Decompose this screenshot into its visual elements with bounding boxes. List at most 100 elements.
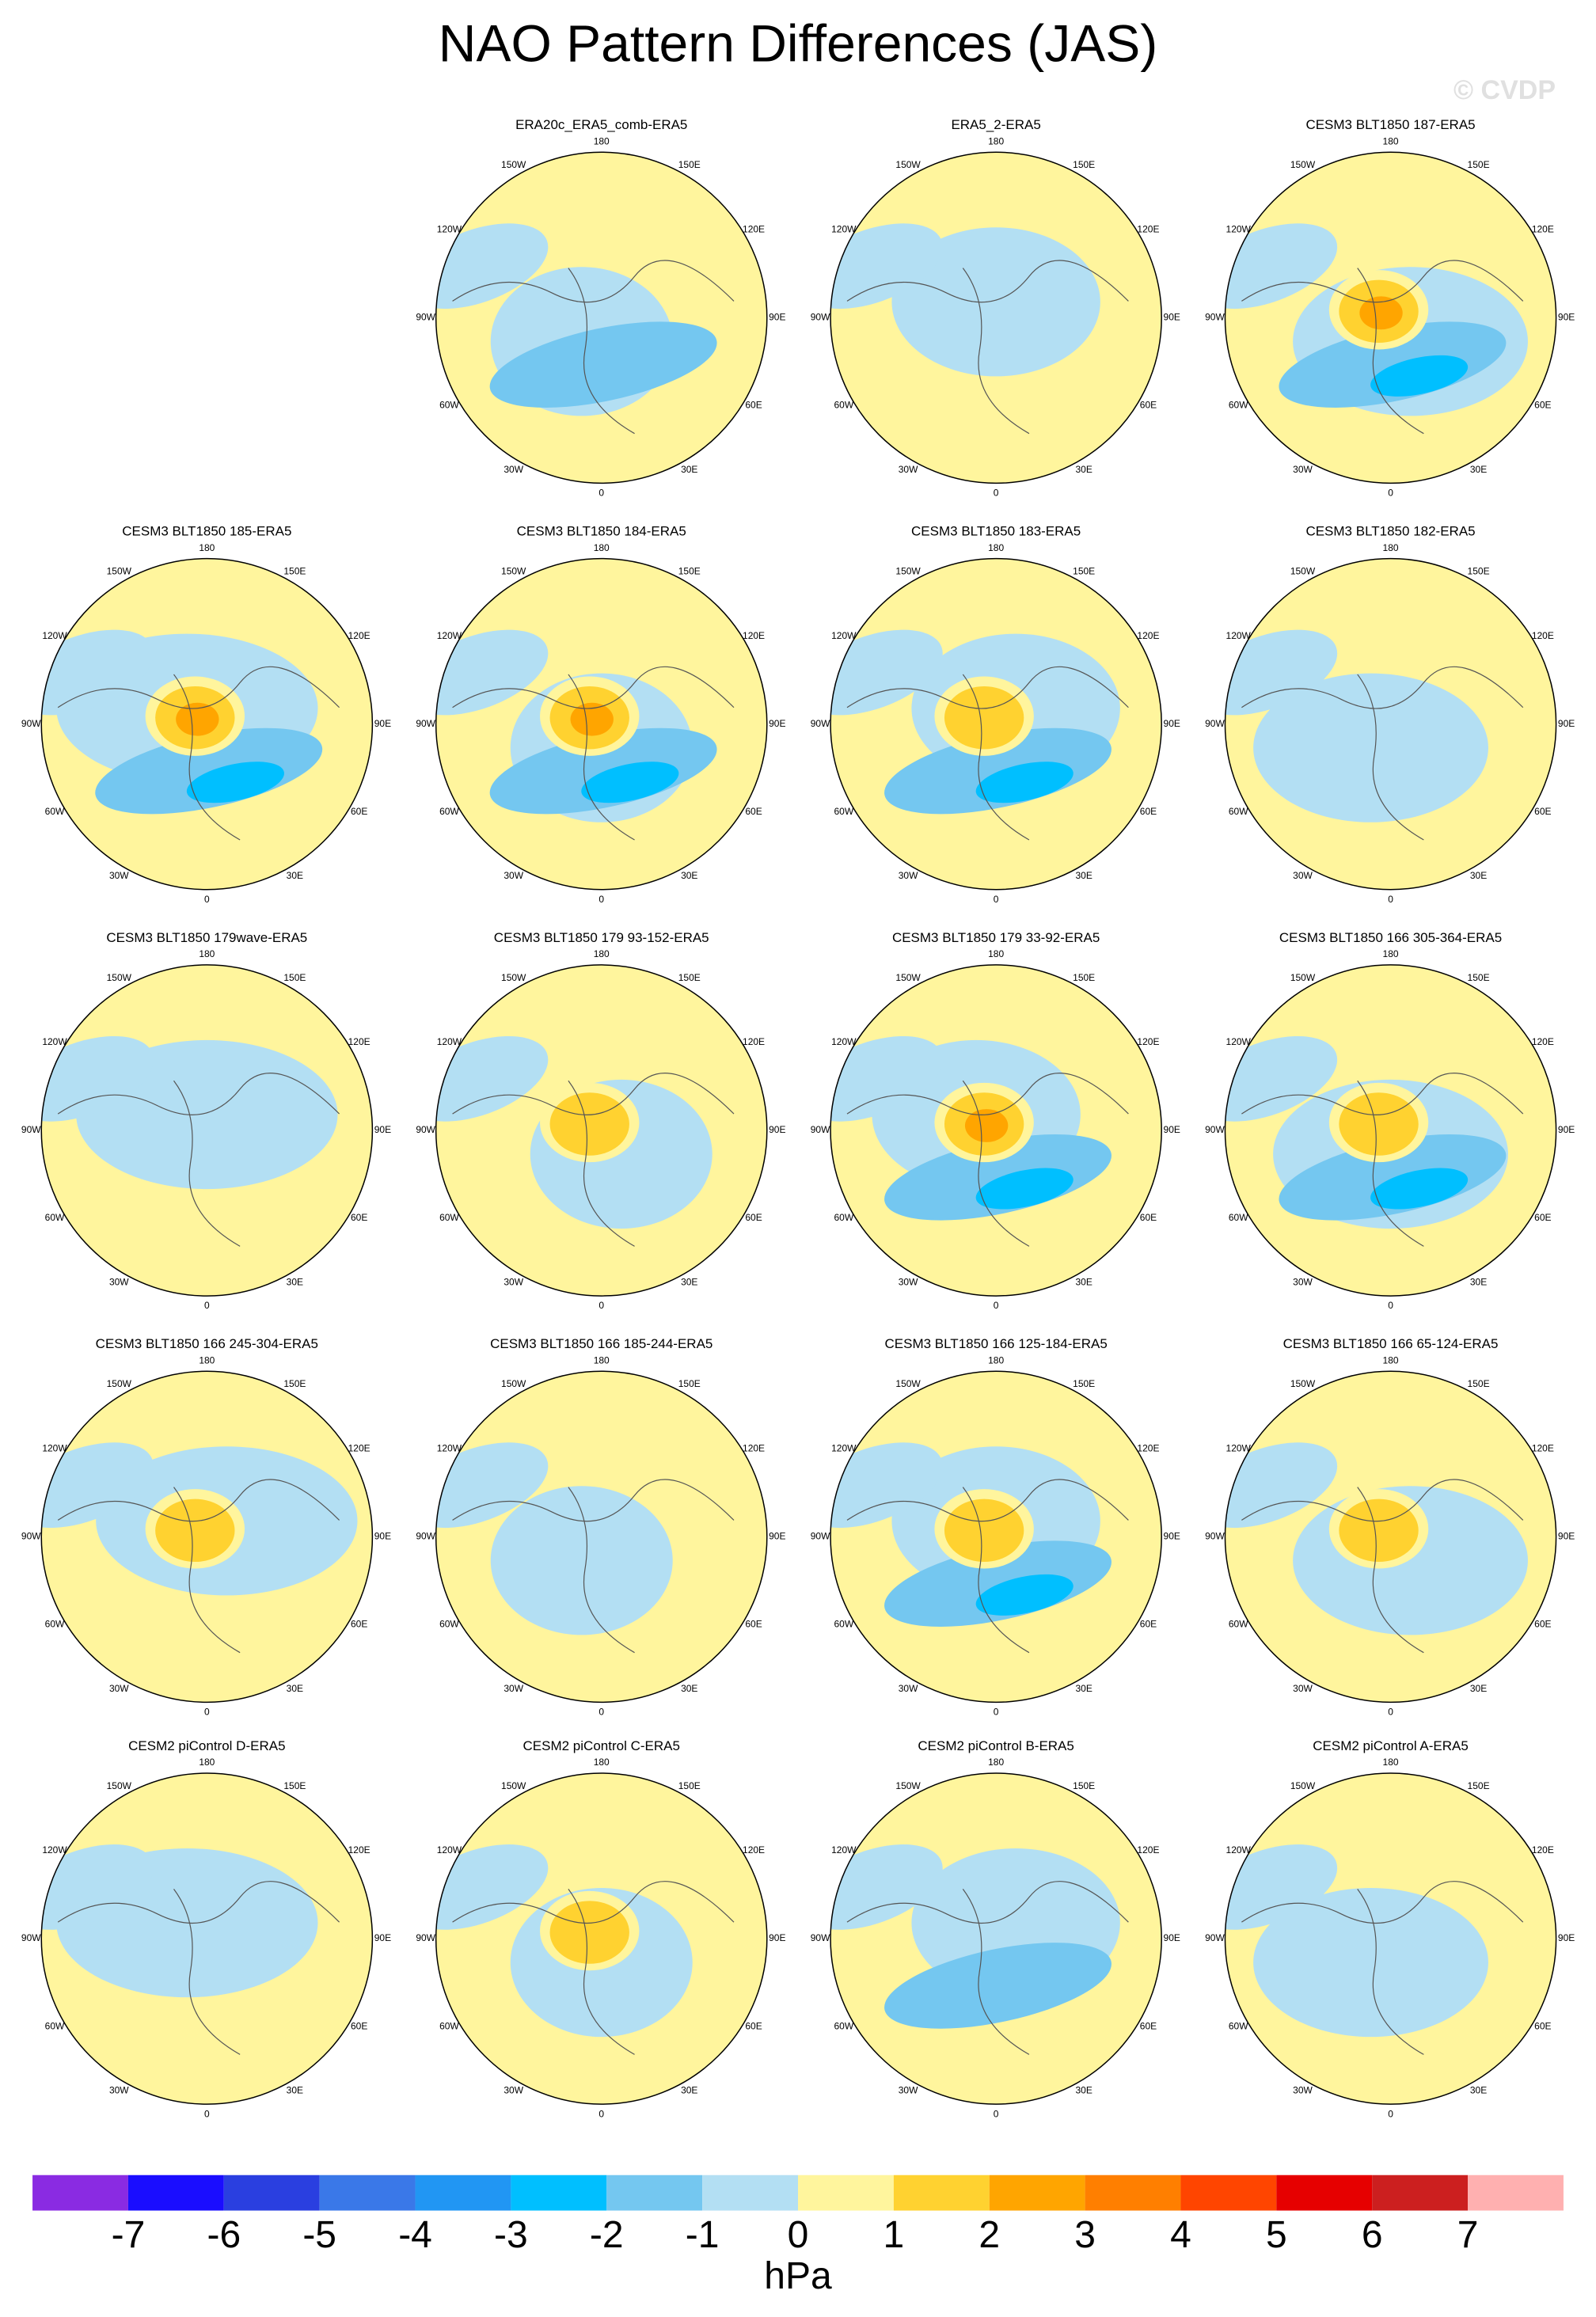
longitude-label: 120W xyxy=(42,1844,67,1855)
longitude-label: 30W xyxy=(899,2085,918,2096)
panel-title: CESM3 BLT1850 184-ERA5 xyxy=(517,523,686,538)
longitude-label: 150W xyxy=(895,1378,921,1389)
longitude-label: 90E xyxy=(374,1531,391,1542)
colorbar-swatch xyxy=(223,2175,320,2211)
longitude-label: 180 xyxy=(199,948,215,959)
longitude-label: 0 xyxy=(994,1707,999,1718)
longitude-label: 150E xyxy=(678,1378,701,1389)
map-field xyxy=(41,1773,373,2105)
longitude-label: 180 xyxy=(199,1354,215,1366)
longitude-label: 30E xyxy=(681,2085,697,2096)
map-field xyxy=(830,1371,1162,1703)
map-field xyxy=(435,1773,767,2105)
longitude-label: 30E xyxy=(1075,464,1092,475)
coastline xyxy=(1357,1888,1424,2055)
longitude-label: 180 xyxy=(1383,948,1399,959)
map-border xyxy=(435,1370,768,1704)
coastline xyxy=(173,1080,241,1247)
longitude-label: 0 xyxy=(994,2108,999,2119)
longitude-label: 60E xyxy=(745,806,762,817)
colorbar-swatch xyxy=(606,2175,703,2211)
coastline xyxy=(1241,666,1524,709)
map-panel: CESM2 piControl C-ERA5 180 150E 120E 90E 60E 3… xyxy=(416,1738,785,2119)
panel-title: CESM2 piControl C-ERA5 xyxy=(523,1738,680,1753)
panel-title: CESM3 BLT1850 183-ERA5 xyxy=(911,523,1081,538)
field-region xyxy=(964,1109,1009,1142)
colorbar-swatch xyxy=(1180,2175,1277,2211)
coastline xyxy=(452,666,735,709)
longitude-label: 150W xyxy=(895,159,921,170)
colorbar-swatch xyxy=(1276,2175,1373,2211)
longitude-label: 90W xyxy=(811,1531,830,1542)
longitude-label: 60E xyxy=(745,2020,762,2031)
longitude-label: 120W xyxy=(1226,630,1252,641)
field-region xyxy=(95,727,323,815)
coastline xyxy=(173,1888,241,2055)
longitude-label: 120W xyxy=(831,1844,857,1855)
longitude-label: 120W xyxy=(831,1442,857,1453)
colorbar-swatch xyxy=(511,2175,607,2211)
longitude-label: 150W xyxy=(501,566,526,577)
longitude-label: 120E xyxy=(1532,1844,1554,1855)
longitude-label: 60W xyxy=(1229,400,1248,411)
longitude-label: 30W xyxy=(504,870,523,881)
longitude-label: 90E xyxy=(1558,1531,1575,1542)
longitude-label: 90E xyxy=(1164,718,1180,729)
longitude-label: 60E xyxy=(1534,1212,1551,1223)
longitude-label: 60E xyxy=(1140,1619,1157,1630)
field-region xyxy=(1370,355,1469,397)
longitude-label: 60W xyxy=(834,1619,853,1630)
map-field xyxy=(830,1773,1162,2105)
coastline xyxy=(1241,1073,1524,1115)
colorbar-unit: hPa xyxy=(764,2255,832,2297)
longitude-label: 0 xyxy=(994,894,999,905)
coastline xyxy=(1357,1487,1424,1654)
map-field xyxy=(1225,152,1556,484)
field-region xyxy=(186,762,284,803)
longitude-label: 90E xyxy=(374,1932,391,1943)
coastline xyxy=(962,268,1030,435)
colorbar-tick-label: -5 xyxy=(302,2214,336,2256)
coastline xyxy=(846,666,1129,709)
longitude-label: 90W xyxy=(21,1531,41,1542)
colorbar-swatch xyxy=(127,2175,224,2211)
panel-title: CESM3 BLT1850 166 245-304-ERA5 xyxy=(96,1336,318,1351)
colorbar-tick-label: 6 xyxy=(1362,2214,1383,2256)
longitude-label: 180 xyxy=(594,1354,610,1366)
longitude-label: 150E xyxy=(1468,1378,1490,1389)
map-border xyxy=(435,964,768,1297)
longitude-label: 60W xyxy=(1229,2020,1248,2031)
longitude-label: 180 xyxy=(594,542,610,553)
coastline xyxy=(846,1479,1129,1522)
colorbar-tick-label: 3 xyxy=(1074,2214,1096,2256)
coastline xyxy=(962,1888,1030,2055)
longitude-label: 150E xyxy=(678,159,701,170)
longitude-label: 180 xyxy=(988,948,1004,959)
longitude-label: 0 xyxy=(204,1300,210,1311)
longitude-label: 120E xyxy=(1532,223,1554,234)
longitude-label: 90W xyxy=(811,312,830,323)
longitude-label: 90E xyxy=(1558,718,1575,729)
longitude-label: 60E xyxy=(351,806,367,817)
longitude-label: 150E xyxy=(283,1378,306,1389)
longitude-label: 150E xyxy=(1468,1780,1490,1791)
longitude-label: 0 xyxy=(598,1300,604,1311)
map-field xyxy=(435,152,767,484)
longitude-label: 120E xyxy=(743,630,765,641)
longitude-label: 0 xyxy=(1388,488,1393,499)
longitude-label: 0 xyxy=(1388,894,1393,905)
longitude-label: 90E xyxy=(1558,1124,1575,1135)
panel-title: ERA20c_ERA5_comb-ERA5 xyxy=(515,117,687,132)
longitude-label: 30W xyxy=(504,1683,523,1694)
longitude-label: 30E xyxy=(1075,1683,1092,1694)
longitude-label: 90E xyxy=(1558,312,1575,323)
longitude-label: 60W xyxy=(1229,1619,1248,1630)
longitude-label: 30W xyxy=(899,464,918,475)
field-region xyxy=(975,762,1074,803)
longitude-label: 150E xyxy=(1073,566,1095,577)
longitude-label: 90W xyxy=(1205,1124,1225,1135)
colorbar-swatch xyxy=(319,2175,416,2211)
map-panel: CESM3 BLT1850 183-ERA5 180 150E 120E 90E 60E 3… xyxy=(811,523,1180,905)
map-border xyxy=(1224,964,1557,1297)
map-border xyxy=(435,557,768,891)
